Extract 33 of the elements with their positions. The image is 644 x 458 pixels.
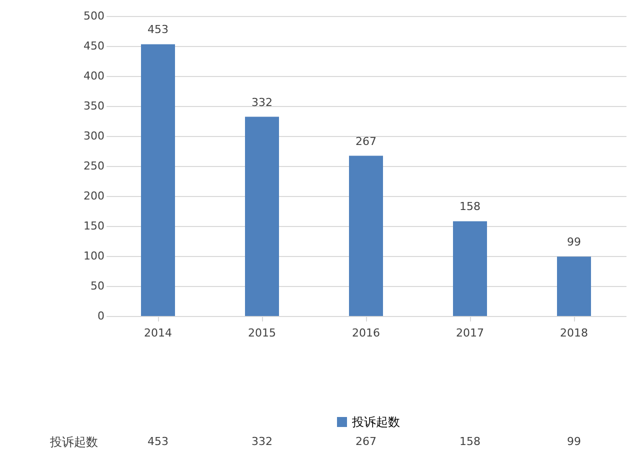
y-tick-label: 200 <box>84 190 104 202</box>
text: 投诉起数 <box>50 435 98 449</box>
legend-label: 投诉起数 <box>351 415 400 429</box>
bar <box>245 116 279 316</box>
y-tick-label: 250 <box>84 160 104 172</box>
y-tick-label: 100 <box>84 250 104 262</box>
bar <box>349 156 383 316</box>
y-tick-label: 300 <box>84 130 104 142</box>
text: 99 <box>567 435 581 448</box>
y-tick-label: 50 <box>90 280 104 292</box>
text: 267 <box>356 435 376 448</box>
y-tick-label: 0 <box>98 310 104 322</box>
y-tick-label: 400 <box>84 70 104 82</box>
y-tick-label: 150 <box>84 220 104 232</box>
x-tick-label: 2014 <box>144 326 172 340</box>
y-tick-label: 500 <box>84 10 104 22</box>
text: 332 <box>252 435 272 448</box>
data-label: 99 <box>567 236 581 249</box>
y-tick-label: 450 <box>84 40 104 52</box>
x-tick-label: 2015 <box>248 326 276 340</box>
text: 453 <box>148 435 168 448</box>
x-tick-label: 2016 <box>352 326 380 340</box>
x-tick-label: 2018 <box>560 326 588 340</box>
data-label: 453 <box>148 23 168 36</box>
bar <box>141 44 175 316</box>
text: 158 <box>460 435 480 448</box>
bar <box>557 256 591 316</box>
data-label: 267 <box>356 134 376 148</box>
bar <box>453 221 487 316</box>
x-tick-label: 2017 <box>456 326 484 340</box>
data-label: 158 <box>460 200 480 214</box>
y-tick-label: 350 <box>84 100 104 112</box>
data-label: 332 <box>252 96 272 109</box>
